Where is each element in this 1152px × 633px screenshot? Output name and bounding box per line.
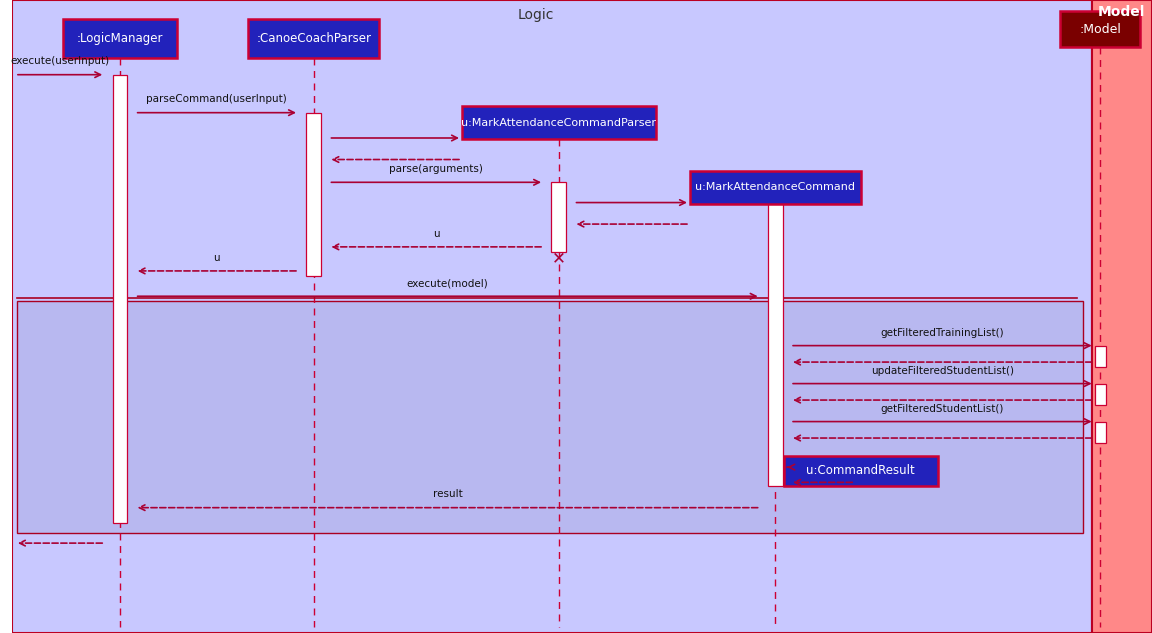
Text: ✕: ✕ — [552, 249, 566, 267]
Bar — [1060, 11, 1140, 47]
Bar — [552, 182, 566, 252]
Text: Model: Model — [1098, 5, 1145, 19]
Text: parse(arguments): parse(arguments) — [389, 164, 483, 174]
Text: result: result — [433, 489, 462, 499]
Text: Logic: Logic — [517, 8, 554, 22]
Text: u: u — [213, 253, 220, 263]
Text: updateFilteredStudentList(): updateFilteredStudentList() — [871, 366, 1014, 376]
Bar — [306, 113, 321, 276]
Bar — [17, 301, 1083, 533]
Bar — [1094, 346, 1106, 367]
Text: u:CommandResult: u:CommandResult — [806, 465, 915, 477]
Text: getFilteredStudentList(): getFilteredStudentList() — [880, 404, 1005, 414]
Bar — [63, 19, 177, 58]
Bar — [462, 106, 655, 139]
Bar — [690, 171, 861, 204]
Bar — [768, 203, 782, 486]
Text: execute(userInput): execute(userInput) — [10, 56, 109, 66]
Text: :Model: :Model — [1079, 23, 1121, 36]
Bar — [1092, 0, 1152, 633]
Text: u:MarkAttendanceCommand: u:MarkAttendanceCommand — [696, 182, 855, 192]
Bar — [113, 75, 128, 523]
Bar — [1094, 384, 1106, 405]
Bar — [1094, 422, 1106, 443]
Text: parseCommand(userInput): parseCommand(userInput) — [146, 94, 287, 104]
Text: execute(model): execute(model) — [407, 278, 488, 288]
Text: getFilteredTrainingList(): getFilteredTrainingList() — [880, 328, 1005, 338]
Text: u:MarkAttendanceCommandParser: u:MarkAttendanceCommandParser — [461, 118, 657, 128]
Text: :LogicManager: :LogicManager — [77, 32, 164, 45]
Text: :CanoeCoachParser: :CanoeCoachParser — [256, 32, 371, 45]
Bar — [248, 19, 379, 58]
Bar — [783, 456, 938, 486]
Text: u: u — [433, 229, 440, 239]
